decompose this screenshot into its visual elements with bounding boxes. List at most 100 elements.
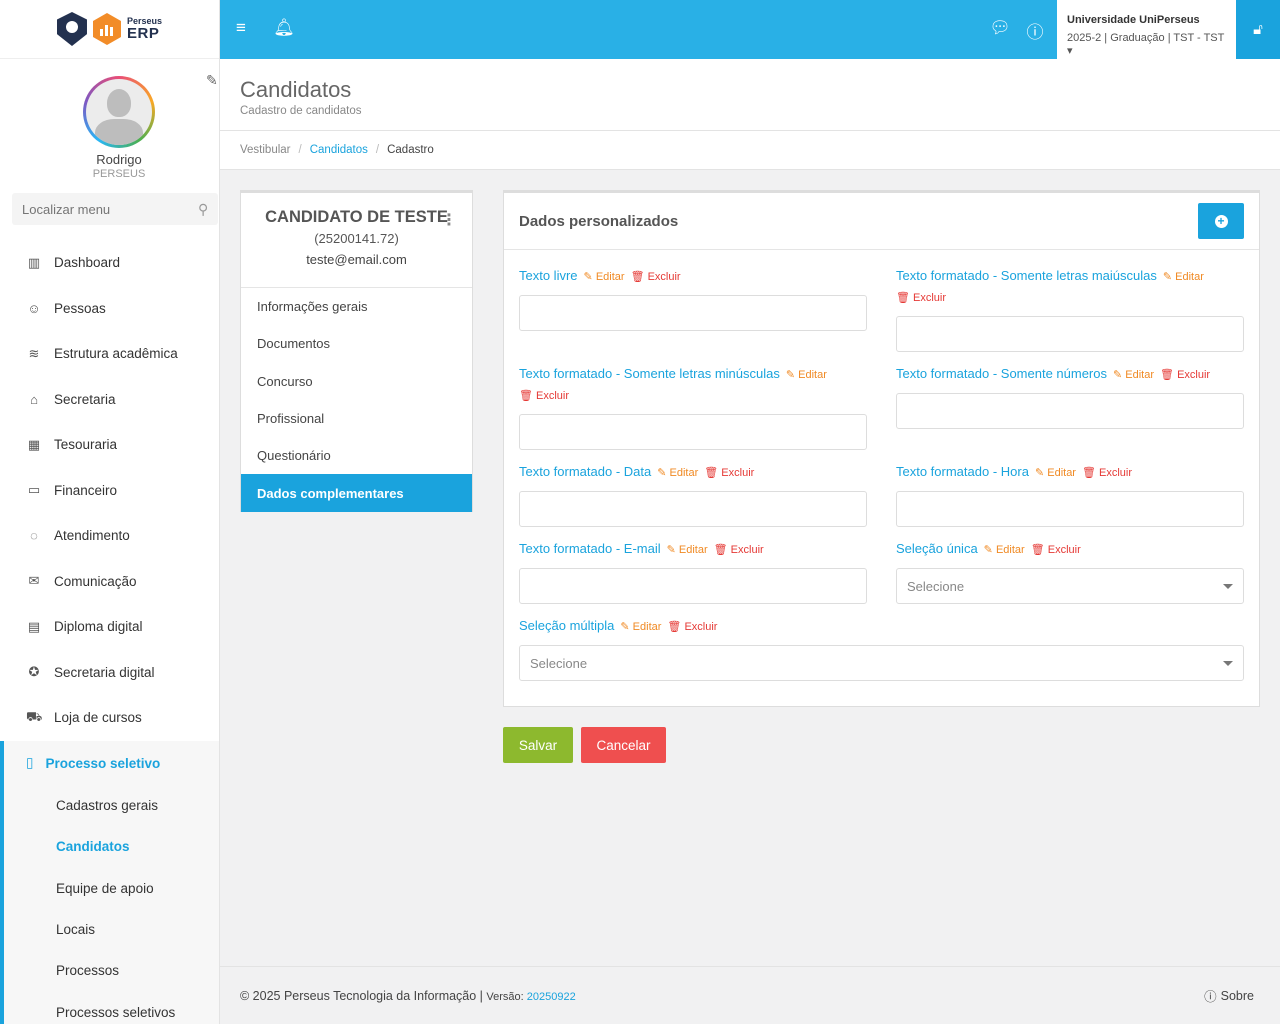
edit-icon: ✎ bbox=[1162, 271, 1176, 283]
selecao-unica-select[interactable]: Selecione bbox=[896, 568, 1244, 604]
edit-link[interactable]: ✎ Editar bbox=[983, 544, 1025, 556]
trash-icon: 🗑︎ bbox=[519, 390, 537, 402]
main-menu: ▥ Dashboard ☺ Pessoas ≋ Estrutura acadêmica… bbox=[0, 240, 219, 741]
delete-link[interactable]: 🗑︎ Excluir bbox=[519, 390, 570, 402]
field-label: Texto formatado - Data bbox=[519, 464, 652, 479]
award-icon: ✪ bbox=[28, 664, 40, 680]
texto-livre-input[interactable] bbox=[519, 295, 867, 331]
menu-item-financeiro[interactable]: ▭ Financeiro bbox=[27, 482, 118, 498]
graduation-cap-icon: ⌂ bbox=[30, 391, 38, 407]
logo-chart-icon bbox=[92, 13, 121, 45]
submenu-item-processos-seletivos[interactable]: Processos seletivos bbox=[56, 1004, 176, 1020]
menu-item-atendimento[interactable]: ◌ Atendimento bbox=[0, 513, 219, 559]
edit-link[interactable]: ✎ Editar bbox=[666, 544, 708, 556]
menu-item-loja-de-cursos[interactable]: ⛟ Loja de cursos bbox=[26, 708, 142, 726]
delete-link[interactable]: 🗑︎ Excluir bbox=[713, 544, 764, 556]
submenu-item-processos[interactable]: Processos bbox=[56, 963, 120, 979]
layers-icon: ≋ bbox=[28, 345, 40, 361]
save-button[interactable]: Salvar bbox=[503, 727, 573, 763]
texto-data-input[interactable] bbox=[519, 491, 867, 527]
sidebar: Perseus ERP ✎ Rodrigo PERSEUS ⚲ ▥Dashboa… bbox=[0, 0, 220, 1024]
selecao-multipla-select[interactable]: Selecione bbox=[519, 645, 1244, 681]
texto-numeros-input[interactable] bbox=[896, 393, 1244, 429]
cancel-button[interactable]: Cancelar bbox=[581, 727, 666, 763]
menu-item-estrutura-academica[interactable]: ≋ Estrutura acadêmica bbox=[0, 331, 219, 377]
submenu-item-locais[interactable]: Locais bbox=[56, 922, 96, 938]
context-selector[interactable]: Universidade UniPerseus 2025-2 | Graduaç… bbox=[1057, 0, 1236, 59]
menu-item-dashboard[interactable]: ▥ Dashboard bbox=[27, 254, 121, 271]
field-label: Seleção múltipla bbox=[519, 618, 615, 633]
candidate-nav-documentos[interactable]: Documentos bbox=[257, 336, 330, 352]
chevron-down-icon bbox=[1223, 583, 1233, 589]
edit-link[interactable]: ✎ Editar bbox=[1113, 369, 1155, 381]
edit-icon: ✎ bbox=[1113, 369, 1126, 381]
notebook-icon: ▯ bbox=[26, 755, 34, 770]
edit-icon: ✎ bbox=[983, 544, 996, 556]
users-icon: ☺ bbox=[27, 300, 41, 316]
edit-link[interactable]: ✎ Editar bbox=[1034, 467, 1076, 479]
add-field-button[interactable]: + bbox=[1198, 203, 1244, 239]
delete-link[interactable]: 🗑︎ Excluir bbox=[704, 467, 755, 479]
candidate-nav-questionario[interactable]: Questionário bbox=[257, 448, 331, 464]
menu-item-pessoas[interactable]: ☺ Pessoas bbox=[27, 300, 106, 316]
edit-link[interactable]: ✎ Editar bbox=[620, 621, 662, 633]
menu-search: ⚲ bbox=[12, 193, 218, 225]
search-icon[interactable]: ⚲ bbox=[198, 200, 209, 217]
breadcrumb-item-vestibular[interactable]: Vestibular bbox=[240, 144, 291, 156]
submenu-item-equipe-de-apoio[interactable]: Equipe de apoio bbox=[56, 880, 154, 896]
edit-profile-icon[interactable]: ✎ bbox=[206, 72, 218, 88]
delete-link[interactable]: 🗑︎ Excluir bbox=[1081, 467, 1133, 479]
candidate-name: CANDIDATO DE TESTE bbox=[265, 208, 448, 226]
edit-link[interactable]: ✎ Editar bbox=[657, 467, 699, 479]
field-texto-minusculas: Texto formatado - Somente letras minúscu… bbox=[519, 364, 867, 450]
version-label: Versão: bbox=[486, 990, 524, 1003]
candidate-email: teste@email.com bbox=[306, 252, 407, 267]
edit-link[interactable]: ✎ Editar bbox=[1162, 271, 1204, 283]
candidate-nav-concurso[interactable]: Concurso bbox=[257, 373, 313, 389]
trash-icon: 🗑︎ bbox=[713, 544, 731, 556]
texto-maiusculas-input[interactable] bbox=[896, 316, 1244, 352]
delete-link[interactable]: 🗑︎ Excluir bbox=[896, 292, 947, 304]
texto-minusculas-input[interactable] bbox=[519, 414, 867, 450]
footer: © 2025 Perseus Tecnologia da Informação … bbox=[220, 966, 1280, 1024]
delete-link[interactable]: 🗑︎ Excluir bbox=[1030, 544, 1081, 556]
delete-link[interactable]: 🗑︎ Excluir bbox=[630, 271, 681, 283]
hamburger-menu-icon[interactable]: ≡ bbox=[236, 18, 246, 37]
bell-icon[interactable]: 🔔︎ bbox=[273, 18, 295, 37]
menu-item-tesouraria[interactable]: ▦ Tesouraria bbox=[27, 436, 118, 453]
candidate-nav-informacoes-gerais[interactable]: Informações gerais bbox=[257, 299, 368, 315]
candidate-nav-profissional[interactable]: Profissional bbox=[257, 411, 325, 427]
menu-item-processo-seletivo[interactable]: ▯ Processo seletivo bbox=[26, 755, 161, 771]
avatar[interactable] bbox=[83, 76, 155, 148]
menu-search-input[interactable] bbox=[22, 201, 198, 217]
menu-item-secretaria[interactable]: ⌂ Secretaria bbox=[0, 377, 219, 423]
edit-link[interactable]: ✎ Editar bbox=[785, 369, 827, 381]
page-subtitle: Cadastro de candidatos bbox=[240, 105, 362, 117]
kebab-menu-icon[interactable]: ⋮ bbox=[441, 212, 457, 229]
trash-icon: 🗑︎ bbox=[896, 292, 914, 304]
texto-hora-input[interactable] bbox=[896, 491, 1244, 527]
texto-email-input[interactable] bbox=[519, 568, 867, 604]
delete-link[interactable]: 🗑︎ Excluir bbox=[667, 621, 718, 633]
version-link[interactable]: 20250922 bbox=[526, 990, 576, 1003]
menu-item-diploma-digital[interactable]: ▤ Diploma digital bbox=[27, 618, 143, 635]
submenu-item-cadastros-gerais[interactable]: Cadastros gerais bbox=[56, 798, 159, 814]
edit-link[interactable]: ✎ Editar bbox=[583, 271, 625, 283]
plus-circle-icon: + bbox=[1214, 214, 1228, 228]
submenu-item-candidatos[interactable]: Candidatos bbox=[56, 839, 130, 855]
candidate-nav-dados-complementares[interactable]: Dados complementares bbox=[241, 474, 472, 512]
menu-item-comunicacao[interactable]: ✉ Comunicação bbox=[0, 559, 219, 605]
delete-link[interactable]: 🗑︎ Excluir bbox=[1160, 369, 1211, 381]
menu-item-secretaria-digital[interactable]: ✪ Secretaria digital bbox=[0, 650, 219, 696]
breadcrumb-item-cadastro: Cadastro bbox=[387, 144, 434, 156]
panel-title: Dados personalizados bbox=[519, 212, 679, 230]
logo[interactable]: Perseus ERP bbox=[0, 0, 219, 59]
chevron-down-icon: ▾ bbox=[1067, 45, 1073, 57]
breadcrumb-item-candidatos[interactable]: Candidatos bbox=[309, 144, 368, 156]
chat-icon[interactable]: 💬︎ bbox=[989, 18, 1011, 37]
trash-icon: 🗑︎ bbox=[1160, 369, 1178, 381]
about-link[interactable]: ⓘ Sobre bbox=[1204, 986, 1254, 1005]
lock-icon[interactable]: 🔓︎ bbox=[1236, 0, 1280, 59]
help-icon[interactable]: ⓘ bbox=[1026, 23, 1044, 42]
chevron-down-icon bbox=[1223, 660, 1233, 666]
